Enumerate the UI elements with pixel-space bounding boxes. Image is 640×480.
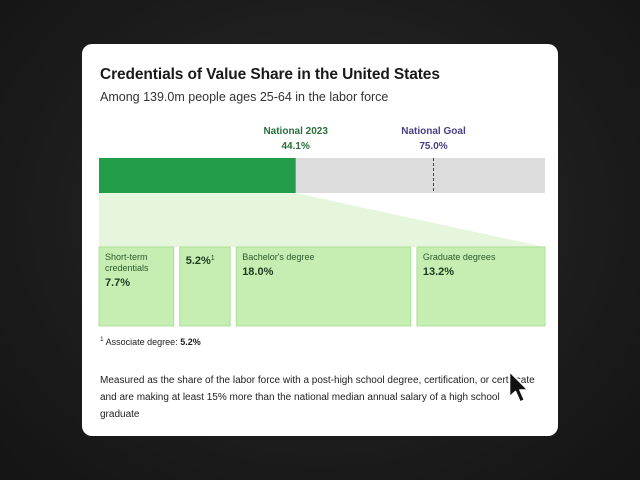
breakdown-wedge <box>99 193 545 247</box>
footnote: 1 Associate degree: 5.2% <box>100 336 201 347</box>
footnote-value: 5.2% <box>180 337 201 347</box>
breakdown-value: 7.7% <box>105 277 130 289</box>
chart-title: Credentials of Value Share in the United… <box>100 66 440 83</box>
chart-card: Credentials of Value Share in the United… <box>82 44 558 436</box>
methodology-note: Measured as the share of the labor force… <box>100 375 535 420</box>
breakdown-label: Bachelor's degree <box>242 252 314 262</box>
chart-subtitle: Among 139.0m people ages 25-64 in the la… <box>100 90 389 104</box>
breakdown-label: Graduate degrees <box>423 252 496 262</box>
breakdown-value: 13.2% <box>423 266 454 278</box>
breakdown-tile <box>179 246 231 327</box>
breakdown-value: 5.2%1 <box>186 255 215 267</box>
marker-label: National Goal <box>401 126 466 137</box>
breakdown-tile <box>416 246 546 327</box>
breakdown-label: Short-term credentials <box>105 252 149 273</box>
marker-value: 75.0% <box>419 141 447 152</box>
bar-filled-national <box>99 158 296 193</box>
footnote-marker: 1 <box>100 336 104 343</box>
credential-share-chart: National 2023 44.1% National Goal 75.0% Shor… <box>98 126 546 327</box>
marker-label: National 2023 <box>263 126 328 137</box>
breakdown-value: 18.0% <box>242 266 273 278</box>
mouse-pointer-icon <box>508 370 529 403</box>
breakdown-tile <box>235 246 412 327</box>
footnote-label: Associate degree: <box>105 337 178 347</box>
marker-value: 44.1% <box>282 141 310 152</box>
breakdown-tile <box>98 246 175 327</box>
